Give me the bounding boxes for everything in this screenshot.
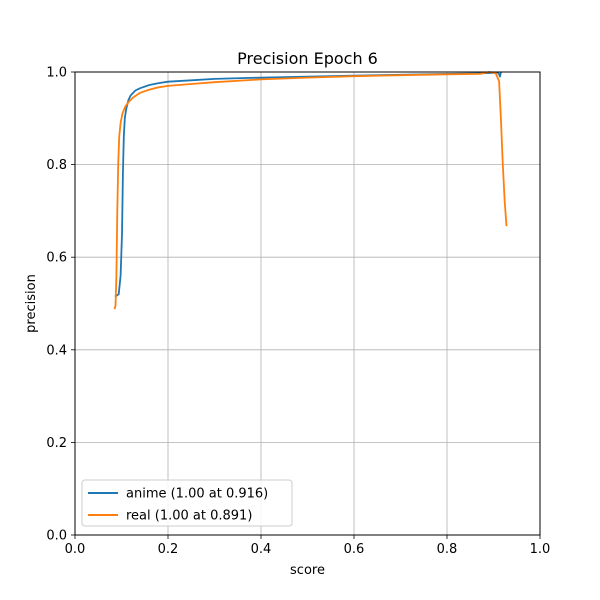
chart-title: Precision Epoch 6 — [237, 49, 378, 68]
plot-frame — [74, 71, 541, 536]
y-tick-label: 0.2 — [46, 436, 67, 451]
x-tick-label: 1.0 — [530, 542, 551, 557]
x-tick-label: 0.6 — [344, 542, 365, 557]
x-tick-label: 0.0 — [65, 542, 86, 557]
series-lines — [113, 71, 508, 310]
legend: anime (1.00 at 0.916) real (1.00 at 0.891… — [81, 479, 293, 527]
series-line-1 — [113, 71, 508, 310]
grid-lines — [74, 71, 541, 536]
x-axis-ticks: 0.0 0.2 0.4 0.6 0.8 1.0 — [65, 535, 551, 557]
x-axis-title: score — [290, 563, 325, 578]
y-tick-label: 0.4 — [46, 343, 67, 358]
legend-box — [81, 479, 293, 527]
x-tick-label: 0.8 — [437, 542, 458, 557]
x-tick-label: 0.4 — [251, 542, 272, 557]
x-tick-label: 0.2 — [158, 542, 179, 557]
y-tick-label: 0.0 — [46, 529, 67, 544]
legend-label-0: anime (1.00 at 0.916) — [126, 487, 268, 502]
y-tick-label: 0.8 — [46, 158, 67, 173]
y-tick-label: 1.0 — [46, 66, 67, 81]
y-axis-ticks: 0.0 0.2 0.4 0.6 0.8 1.0 — [46, 66, 75, 544]
legend-label-1: real (1.00 at 0.891) — [126, 509, 252, 524]
y-axis-title: precision — [24, 274, 39, 333]
y-tick-label: 0.6 — [46, 251, 67, 266]
